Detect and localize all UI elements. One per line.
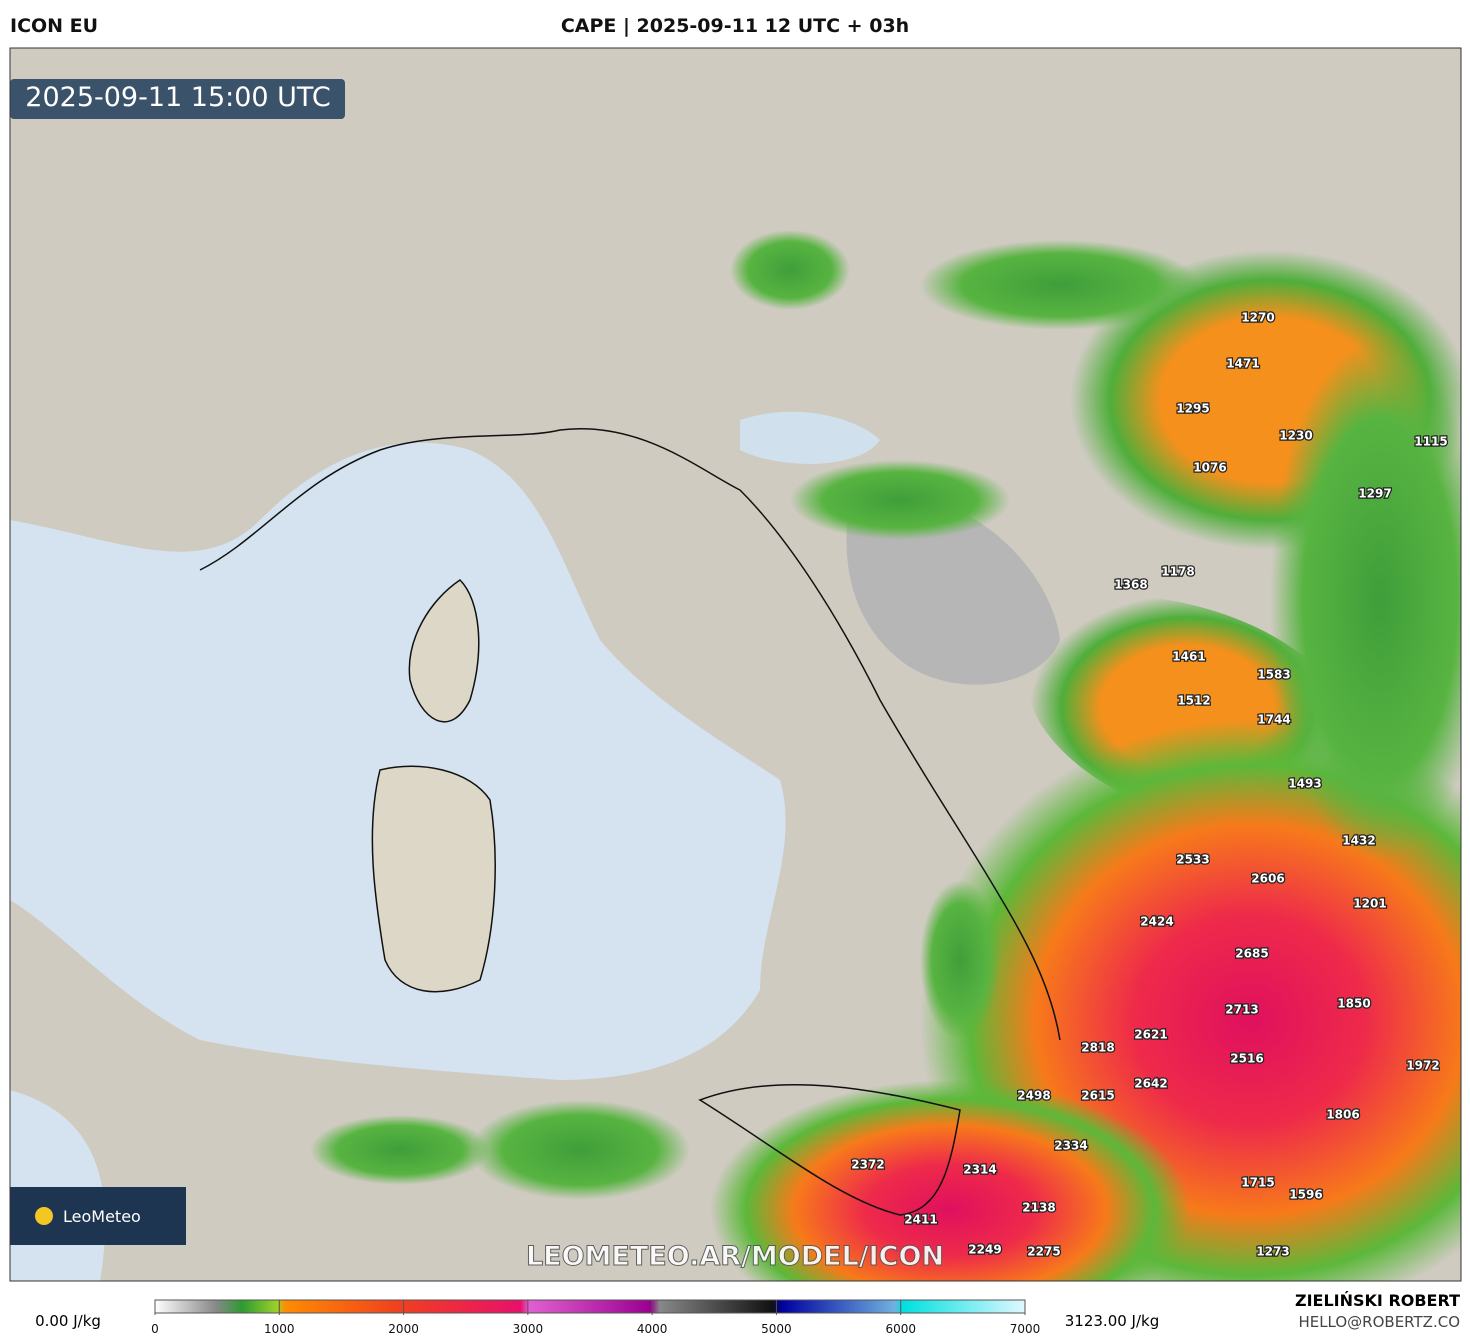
cape-label: 2314 <box>963 1163 996 1177</box>
timestamp: 2025-09-11 15:00 UTC <box>25 82 330 113</box>
cape-label: 2615 <box>1081 1089 1114 1103</box>
contact: HELLO@ROBERTZ.CO <box>1298 1313 1460 1331</box>
colorbar-tick-label: 4000 <box>637 1322 668 1336</box>
timestamp-box <box>10 79 345 119</box>
cape-label: 1493 <box>1288 777 1321 791</box>
cape-label: 1368 <box>1114 578 1147 592</box>
model-name: ICON EU <box>10 15 98 37</box>
cape-label: 2685 <box>1235 947 1268 961</box>
colorbar-tick-label: 7000 <box>1010 1322 1041 1336</box>
cape-label: 1461 <box>1172 650 1205 664</box>
cape-label: 1471 <box>1226 357 1259 371</box>
colorbar-tick-label: 1000 <box>264 1322 295 1336</box>
colorbar <box>154 1299 1026 1314</box>
cape-label: 1115 <box>1414 435 1447 449</box>
colorbar-min: 0.00 J/kg <box>35 1312 101 1330</box>
cape-label: 1230 <box>1279 429 1312 443</box>
cape-label: 2621 <box>1134 1028 1167 1042</box>
cape-label: 1432 <box>1342 834 1375 848</box>
cape-label: 1850 <box>1337 997 1370 1011</box>
cape-label: 2498 <box>1017 1089 1050 1103</box>
cape-label: 2818 <box>1081 1041 1114 1055</box>
colorbar-max: 3123.00 J/kg <box>1065 1312 1159 1330</box>
cape-label: 1076 <box>1193 461 1226 475</box>
map: 1270 1471 1295 1230 1115 1076 1297 1178 1368 1461… <box>10 48 1461 1281</box>
title: CAPE | 2025-09-11 12 UTC + 03h <box>561 15 909 37</box>
cape-label: 1178 <box>1161 565 1194 579</box>
cape-label: 1972 <box>1406 1059 1439 1073</box>
colorbar-ticks: 0 1000 2000 3000 4000 5000 6000 7000 <box>151 1300 1040 1336</box>
cape-label: 1295 <box>1176 402 1209 416</box>
cape-label: 1273 <box>1256 1245 1289 1259</box>
logo: LeoMeteo <box>63 1207 141 1226</box>
cape-label: 1270 <box>1241 311 1274 325</box>
cape-label: 2275 <box>1027 1245 1060 1259</box>
cape-label: 2642 <box>1134 1077 1167 1091</box>
logo-sun <box>35 1207 53 1225</box>
cape-label: 2516 <box>1230 1052 1263 1066</box>
cape-label: 2411 <box>904 1213 937 1227</box>
cape-label: 1512 <box>1177 694 1210 708</box>
colorbar-tick-label: 3000 <box>513 1322 544 1336</box>
cape-label: 1715 <box>1241 1176 1274 1190</box>
author: ZIELIŃSKI ROBERT <box>1295 1291 1460 1310</box>
cape-label: 1201 <box>1353 897 1386 911</box>
cape-label: 1744 <box>1257 713 1290 727</box>
cape-label: 1583 <box>1257 668 1290 682</box>
cape-label: 2138 <box>1022 1201 1055 1215</box>
cape-label: 2372 <box>851 1158 884 1172</box>
cape-label: 2606 <box>1251 872 1284 886</box>
cape-label: 2533 <box>1176 853 1209 867</box>
colorbar-tick-label: 5000 <box>761 1322 792 1336</box>
colorbar-tick-label: 2000 <box>388 1322 419 1336</box>
cape-label: 2334 <box>1054 1139 1087 1153</box>
cape-labels: 1270 1471 1295 1230 1115 1076 1297 1178 1368 1461… <box>850 309 1449 1260</box>
colorbar-tick-label: 6000 <box>885 1322 916 1336</box>
watermark: LEOMETEO.AR/MODEL/ICON <box>526 1241 944 1272</box>
cape-label: 2249 <box>968 1243 1001 1257</box>
map-frame <box>9 47 1462 1282</box>
cape-label: 1596 <box>1289 1188 1322 1202</box>
cape-label: 2424 <box>1140 915 1173 929</box>
cape-label: 1297 <box>1358 487 1391 501</box>
cape-label: 1806 <box>1326 1108 1359 1122</box>
colorbar-tick-label: 0 <box>151 1322 159 1336</box>
cape-label: 2713 <box>1225 1003 1258 1017</box>
